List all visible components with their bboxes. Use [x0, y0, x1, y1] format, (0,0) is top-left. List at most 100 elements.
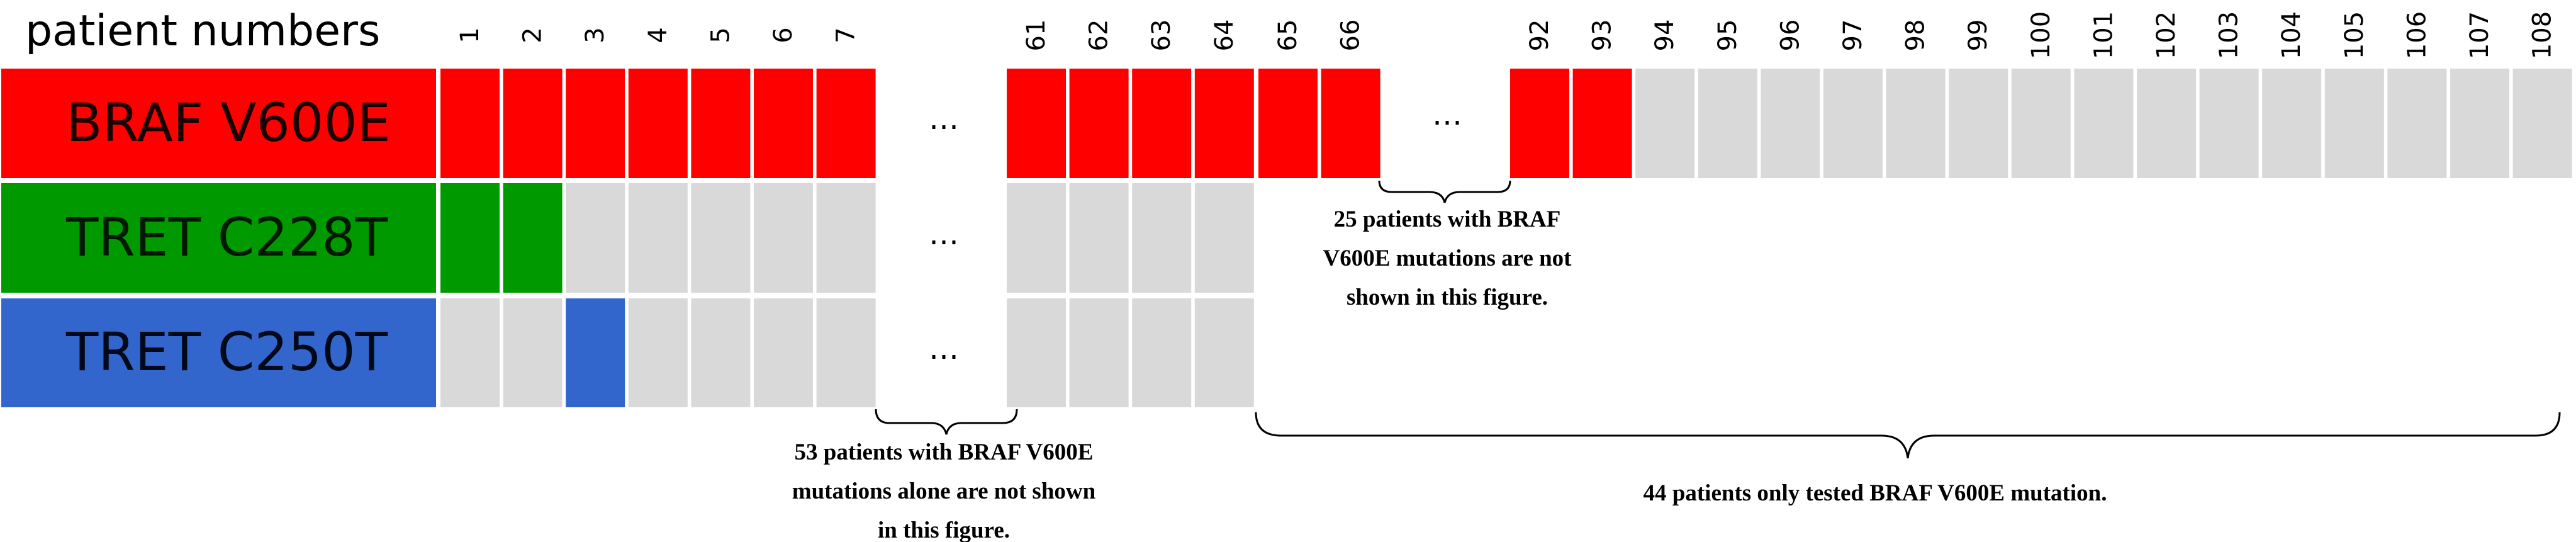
patient-number-103: 103	[2215, 11, 2244, 59]
patient-number-94: 94	[1650, 20, 1679, 52]
note-53-line-2: mutations alone are not shown	[792, 478, 1096, 504]
cell-braf-patient-108	[2512, 69, 2572, 178]
note-25-line-2: V600E mutations are not	[1323, 246, 1572, 271]
row-label-tc250: TRET C250T	[1, 298, 436, 407]
cell-tc250-patient-4	[628, 298, 688, 407]
patient-number-108: 108	[2528, 11, 2557, 59]
cell-tc250-patient-63	[1132, 298, 1192, 407]
patient-number-95: 95	[1713, 20, 1742, 52]
note-53-line-3: in this figure.	[878, 517, 1010, 542]
patient-number-61: 61	[1022, 20, 1051, 52]
patient-number-2: 2	[518, 27, 547, 43]
row-label-braf-bg	[1, 69, 436, 178]
row-label-braf-text: BRAF V600E	[66, 92, 391, 154]
cell-braf-patient-92	[1510, 69, 1569, 178]
cell-tc250-patient-64	[1194, 298, 1254, 407]
cell-braf-patient-63	[1132, 69, 1192, 178]
cell-braf-patient-104	[2262, 69, 2322, 178]
patient-number-64: 64	[1210, 20, 1239, 52]
cell-braf-patient-101	[2074, 69, 2134, 178]
patient-number-105: 105	[2340, 11, 2369, 59]
cell-tc228-patient-5	[691, 183, 751, 293]
ellipsis-braf: …	[929, 101, 959, 137]
row-label-tc250-bg	[1, 298, 436, 407]
patient-number-1: 1	[456, 27, 484, 43]
note-53-line-1: 53 patients with BRAF V600E	[795, 439, 1094, 465]
patient-number-63: 63	[1147, 20, 1176, 52]
cell-tc250-patient-62	[1069, 298, 1129, 407]
patient-number-62: 62	[1085, 20, 1114, 52]
cell-tc250-patient-7	[816, 298, 876, 407]
cell-braf-patient-100	[2011, 69, 2071, 178]
cell-tc250-patient-2	[503, 298, 563, 407]
cell-tc228-patient-1	[440, 183, 500, 293]
brace-44-patients	[1255, 412, 2561, 459]
ellipsis-tc250: …	[929, 331, 959, 366]
patient-number-5: 5	[706, 27, 735, 43]
row-label-braf: BRAF V600E	[1, 69, 436, 178]
patient-number-101: 101	[2089, 11, 2118, 59]
cell-braf-patient-5	[691, 69, 751, 178]
cell-braf-patient-64	[1194, 69, 1254, 178]
cell-braf-patient-6	[754, 69, 813, 178]
ellipsis-tc228: …	[929, 217, 959, 252]
cell-braf-patient-62	[1069, 69, 1129, 178]
cell-tc228-patient-4	[628, 183, 688, 293]
patient-number-66: 66	[1336, 20, 1365, 52]
cell-tc250-patient-1	[440, 298, 500, 407]
cell-tc250-patient-3	[566, 298, 625, 407]
brace-53-patients	[875, 409, 1018, 435]
patient-number-6: 6	[769, 27, 798, 43]
patient-number-4: 4	[644, 27, 673, 43]
cell-braf-patient-4	[628, 69, 688, 178]
patient-number-92: 92	[1525, 20, 1554, 52]
cell-tc228-patient-61	[1007, 183, 1066, 293]
patient-number-7: 7	[832, 27, 861, 43]
row-label-tc228-bg	[1, 183, 436, 293]
cell-braf-patient-3	[566, 69, 625, 178]
cell-tc228-patient-3	[566, 183, 625, 293]
cell-tc228-patient-64	[1194, 183, 1254, 293]
brace-25-patients	[1378, 180, 1511, 203]
ellipsis-braf-2: …	[1432, 97, 1462, 132]
row-label-tc228: TRET C228T	[1, 183, 436, 293]
cell-braf-patient-7	[816, 69, 876, 178]
patient-number-labels: 1 2 3 4 5 6 7 61 62 63 64 65 66 92 93 94 95 96 97 98 99 100 10…	[456, 11, 2557, 59]
cell-braf-patient-107	[2450, 69, 2509, 178]
cell-braf-patient-61	[1007, 69, 1066, 178]
cell-tc228-patient-7	[816, 183, 876, 293]
cell-braf-patient-94	[1635, 69, 1695, 178]
cell-tc228-patient-6	[754, 183, 813, 293]
cell-tc250-patient-6	[754, 298, 813, 407]
note-25-line-1: 25 patients with BRAF	[1334, 206, 1561, 232]
cell-tc250-patient-61	[1007, 298, 1066, 407]
cell-braf-patient-97	[1823, 69, 1883, 178]
note-44-line-1: 44 patients only tested BRAF V600E mutat…	[1644, 480, 2107, 506]
cell-tc228-patient-63	[1132, 183, 1192, 293]
row-label-tc228-text: TRET C228T	[65, 206, 388, 268]
patient-number-99: 99	[1964, 20, 1993, 52]
cell-braf-patient-66	[1321, 69, 1380, 178]
cell-braf-patient-102	[2137, 69, 2196, 178]
mutation-cells	[440, 69, 2572, 407]
patient-number-93: 93	[1588, 20, 1617, 52]
cell-braf-patient-96	[1761, 69, 1820, 178]
patient-number-65: 65	[1274, 20, 1302, 52]
patient-number-98: 98	[1901, 20, 1930, 52]
cell-tc250-patient-5	[691, 298, 751, 407]
cell-braf-patient-95	[1698, 69, 1757, 178]
cell-braf-patient-1	[440, 69, 500, 178]
cell-braf-patient-65	[1258, 69, 1318, 178]
cell-braf-patient-2	[503, 69, 563, 178]
patient-number-3: 3	[581, 27, 610, 43]
patient-number-107: 107	[2465, 11, 2494, 59]
cell-braf-patient-103	[2199, 69, 2259, 178]
note-25-line-3: shown in this figure.	[1347, 285, 1548, 310]
row-label-tc250-text: TRET C250T	[65, 321, 388, 383]
cell-braf-patient-106	[2387, 69, 2447, 178]
patient-number-104: 104	[2277, 11, 2306, 59]
patient-number-102: 102	[2152, 11, 2181, 59]
patient-number-100: 100	[2027, 11, 2056, 59]
cell-braf-patient-93	[1572, 69, 1632, 178]
patient-numbers-title: patient numbers	[25, 6, 380, 56]
